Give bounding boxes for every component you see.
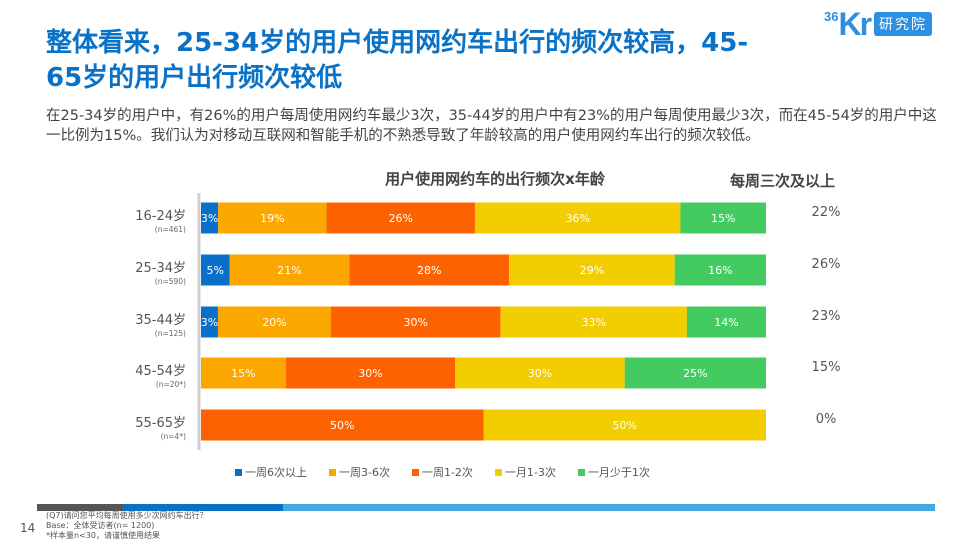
footer-stripe-light-blue: [283, 504, 935, 511]
sample-size-label: (n=20*): [156, 380, 186, 389]
logo-kr: Kr: [838, 6, 872, 42]
footer-stripe-dark-blue: [123, 504, 283, 511]
bar-data-label: 33%: [581, 316, 605, 329]
legend-item: 一周1-2次: [411, 464, 473, 480]
weekly-3plus-value: 15%: [812, 360, 841, 375]
bar-segment: [218, 202, 327, 234]
legend-swatch: [494, 468, 502, 476]
legend-item: 一周6次以上: [235, 464, 307, 480]
footer-stripe-gray: [37, 504, 123, 511]
weekly-3plus-value: 0%: [816, 412, 837, 427]
bar-segment: [201, 254, 230, 286]
legend-item: 一月1-3次: [494, 464, 556, 480]
sample-size-label: (n=125): [155, 329, 186, 338]
bar-segment: [474, 202, 681, 234]
bar-data-label: 28%: [417, 264, 441, 277]
legend-label: 一周6次以上: [245, 466, 307, 479]
legend-label: 一周1-2次: [421, 466, 473, 479]
bar-data-label: 25%: [683, 367, 707, 380]
bar-data-label: 30%: [528, 367, 552, 380]
weekly-3plus-value: 22%: [812, 205, 841, 220]
category-label: 25-34岁: [135, 261, 186, 276]
sample-size-label: (n=4*): [161, 432, 186, 441]
page-title-line-1: 整体看来，25-34岁的用户使用网约车出行的频次较高，45-: [46, 28, 749, 58]
sample-size-label: (n=461): [155, 225, 186, 234]
footnotes: (Q7)请问您平均每周使用多少次网约车出行？ Base：全体受访者(n= 120…: [46, 511, 208, 541]
category-label: 55-65岁: [135, 416, 186, 431]
bar-data-label: 30%: [403, 316, 427, 329]
chart-title: 用户使用网约车的出行频次x年龄: [385, 170, 605, 188]
logo-badge: 研究院: [874, 12, 933, 36]
bar-data-label: 3%: [201, 212, 218, 225]
bar-segment: [509, 254, 675, 286]
bar-data-label: 50%: [613, 419, 637, 432]
description-text: 在25-34岁的用户中，有26%的用户每周使用网约车最少3次，35-44岁的用户…: [46, 108, 937, 144]
bar-segment: [201, 202, 219, 234]
bar-segment: [201, 306, 218, 338]
footnote-question: (Q7)请问您平均每周使用多少次网约车出行？: [46, 511, 208, 520]
category-label: 45-54岁: [135, 364, 186, 379]
weekly-3plus-title: 每周三次及以上: [730, 172, 836, 190]
legend-item: 一月少于1次: [577, 464, 650, 480]
weekly-3plus-value: 23%: [812, 309, 841, 324]
bar-data-label: 3%: [201, 316, 218, 329]
bar-segment: [201, 409, 484, 441]
bar-data-label: 5%: [207, 264, 224, 277]
bar-data-label: 20%: [262, 316, 286, 329]
bar-segment: [217, 306, 331, 338]
legend-swatch: [411, 468, 419, 476]
36kr-research-logo: 36 Kr 研究院: [824, 6, 933, 42]
legend-label: 一周3-6次: [339, 466, 390, 479]
bar-segment: [285, 357, 456, 389]
category-label: 16-24岁: [135, 209, 186, 224]
footnote-base: Base：全体受访者(n= 1200): [46, 521, 155, 530]
chart-legend: 一周6次以上 一周3-6次 一周1-2次 一月1-3次 一月少于1次: [235, 464, 650, 480]
bar-segment: [483, 409, 766, 441]
bar-data-label: 26%: [389, 212, 413, 225]
category-label: 35-44岁: [135, 313, 186, 328]
bar-data-label: 21%: [277, 264, 301, 277]
bar-data-label: 30%: [358, 367, 382, 380]
bar-segment: [624, 357, 766, 389]
bar-data-label: 14%: [714, 316, 738, 329]
sample-size-label: (n=590): [155, 277, 186, 286]
bar-segment: [229, 254, 350, 286]
page-number: 14: [20, 521, 36, 535]
bar-segment: [326, 202, 475, 234]
legend-swatch: [329, 468, 336, 476]
bar-data-label: 16%: [708, 264, 732, 277]
bar-data-label: 50%: [330, 419, 354, 432]
page-title: 整体看来，25-34岁的用户使用网约车出行的频次较高，45- 65岁的用户出行频…: [46, 26, 806, 96]
bar-segment: [686, 306, 766, 338]
bar-data-label: 15%: [231, 367, 255, 380]
bar-segment: [500, 306, 687, 338]
logo-number: 36: [824, 8, 839, 24]
footnote-sample-warning: *样本量n<30，请谨慎使用结果: [46, 531, 160, 540]
bar-segment: [330, 306, 501, 338]
legend-label: 一月少于1次: [587, 466, 650, 479]
page-title-line-2: 65岁的用户出行频次较低: [46, 63, 343, 93]
bar-data-label: 15%: [711, 212, 735, 225]
bar-data-label: 29%: [580, 264, 604, 277]
weekly-3plus-value: 26%: [812, 257, 841, 272]
bar-segment: [674, 254, 766, 286]
bar-segment: [349, 254, 510, 286]
legend-swatch: [577, 468, 585, 476]
bar-segment: [455, 357, 625, 389]
bar-segment: [201, 357, 286, 389]
bar-data-label: 19%: [260, 212, 284, 225]
legend-label: 一月1-3次: [504, 466, 556, 479]
legend-swatch: [235, 468, 242, 476]
bar-data-label: 36%: [565, 212, 589, 225]
bar-segment: [680, 202, 766, 234]
legend-item: 一周3-6次: [329, 464, 390, 480]
